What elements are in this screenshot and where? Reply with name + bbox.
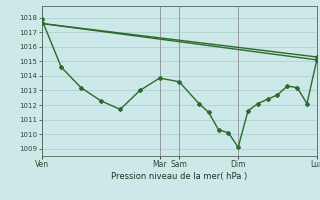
X-axis label: Pression niveau de la mer( hPa ): Pression niveau de la mer( hPa )	[111, 172, 247, 181]
